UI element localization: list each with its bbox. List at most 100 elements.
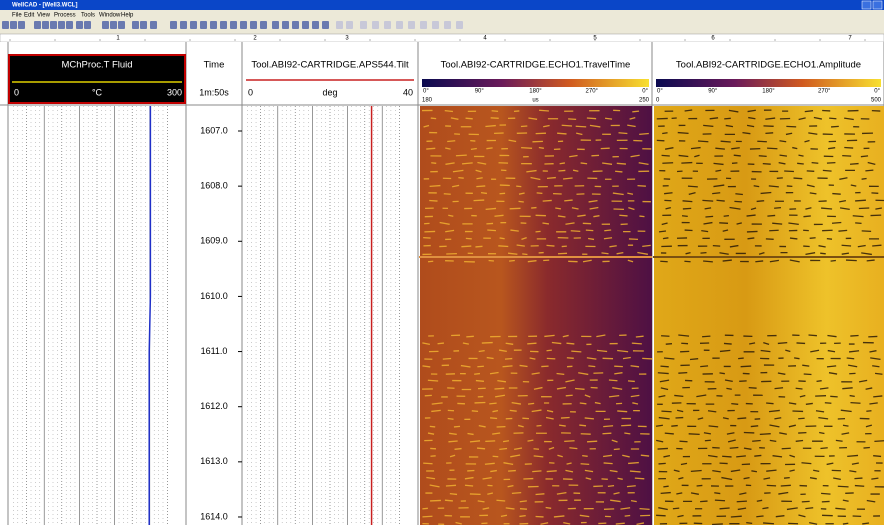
toolbar-button[interactable] (190, 21, 197, 29)
toolbar-button[interactable] (396, 21, 403, 29)
image-feature (438, 343, 444, 344)
image-feature (752, 440, 761, 441)
toolbar-button[interactable] (132, 21, 139, 29)
image-feature (796, 388, 803, 389)
image-feature (854, 478, 862, 479)
minimize-button[interactable] (862, 1, 871, 9)
toolbar-button[interactable] (240, 21, 247, 29)
image-feature (466, 118, 473, 119)
angle-label: 0° (423, 89, 429, 95)
image-feature (564, 200, 572, 201)
image-feature (617, 163, 626, 164)
toolbar-button[interactable] (110, 21, 117, 29)
menu-item[interactable]: Process (54, 13, 76, 19)
image-feature (835, 508, 845, 509)
toolbar-button[interactable] (2, 21, 9, 29)
toolbar-button[interactable] (230, 21, 237, 29)
image-feature (489, 403, 496, 404)
toolbar-button[interactable] (76, 21, 83, 29)
image-feature (861, 156, 868, 157)
toolbar-button[interactable] (272, 21, 279, 29)
toolbar-button[interactable] (336, 21, 343, 29)
image-feature (674, 395, 683, 396)
image-feature (522, 254, 527, 255)
toolbar-button[interactable] (210, 21, 217, 29)
image-feature (865, 170, 873, 171)
image-feature (636, 336, 644, 337)
toolbar-button[interactable] (456, 21, 463, 29)
toolbar-button[interactable] (220, 21, 227, 29)
menu-item[interactable]: Help (121, 13, 134, 19)
image-feature (628, 463, 639, 464)
menu-item[interactable]: Edit (24, 13, 35, 19)
toolbar-button[interactable] (170, 21, 177, 29)
track-title: MChProc.T Fluid (61, 60, 132, 71)
toolbar-button[interactable] (102, 21, 109, 29)
toolbar-button[interactable] (420, 21, 427, 29)
toolbar-button[interactable] (322, 21, 329, 29)
scale-min: 0 (14, 87, 19, 97)
image-feature (465, 485, 473, 486)
menu-item[interactable]: View (37, 13, 51, 19)
image-feature (474, 200, 485, 201)
toolbar-button[interactable] (10, 21, 17, 29)
depth-label: 1614.0 (200, 511, 228, 521)
toolbar-button[interactable] (312, 21, 319, 29)
image-feature (423, 463, 432, 464)
image-feature (588, 239, 594, 240)
image-feature (666, 344, 672, 345)
image-feature (663, 238, 668, 239)
image-feature (445, 500, 453, 501)
image-feature (872, 245, 881, 246)
toolbar-button[interactable] (260, 21, 267, 29)
menu-item[interactable]: Tools (81, 13, 95, 19)
image-feature (640, 509, 650, 510)
image-feature (604, 230, 611, 231)
toolbar-button[interactable] (118, 21, 125, 29)
toolbar-button[interactable] (360, 21, 367, 29)
image-feature (661, 493, 671, 494)
toolbar-button[interactable] (84, 21, 91, 29)
image-feature (566, 395, 573, 396)
toolbar-button[interactable] (302, 21, 309, 29)
toolbar-button[interactable] (66, 21, 73, 29)
menu-item[interactable]: File (12, 13, 22, 19)
image-feature (821, 493, 830, 494)
toolbar-button[interactable] (384, 21, 391, 29)
image-feature (767, 148, 777, 149)
image-feature (642, 358, 652, 359)
image-feature (627, 486, 636, 487)
image-feature (476, 186, 485, 187)
image-feature (827, 239, 832, 240)
maximize-button[interactable] (873, 1, 882, 9)
image-feature (747, 231, 758, 232)
toolbar-button[interactable] (42, 21, 49, 29)
toolbar-button[interactable] (34, 21, 41, 29)
toolbar-button[interactable] (200, 21, 207, 29)
toolbar-button[interactable] (150, 21, 157, 29)
title-bar (0, 0, 884, 10)
toolbar-button[interactable] (50, 21, 57, 29)
image-feature (494, 388, 504, 389)
toolbar-button[interactable] (58, 21, 65, 29)
toolbar-button[interactable] (282, 21, 289, 29)
toolbar-button[interactable] (372, 21, 379, 29)
toolbar-button[interactable] (18, 21, 25, 29)
toolbar-button[interactable] (346, 21, 353, 29)
image-feature (602, 433, 611, 434)
scale-max: 250 (639, 98, 650, 104)
angle-label: 270° (586, 89, 599, 95)
image-feature (564, 441, 574, 442)
menu-item[interactable]: Window (99, 13, 121, 19)
toolbar-button[interactable] (408, 21, 415, 29)
image-feature (817, 381, 822, 382)
toolbar-button[interactable] (180, 21, 187, 29)
image-feature (603, 426, 613, 427)
toolbar-button[interactable] (140, 21, 147, 29)
toolbar-button[interactable] (292, 21, 299, 29)
toolbar-button[interactable] (432, 21, 439, 29)
image-feature (767, 215, 775, 216)
toolbar-button[interactable] (250, 21, 257, 29)
toolbar-button[interactable] (444, 21, 451, 29)
image-feature (717, 200, 725, 201)
